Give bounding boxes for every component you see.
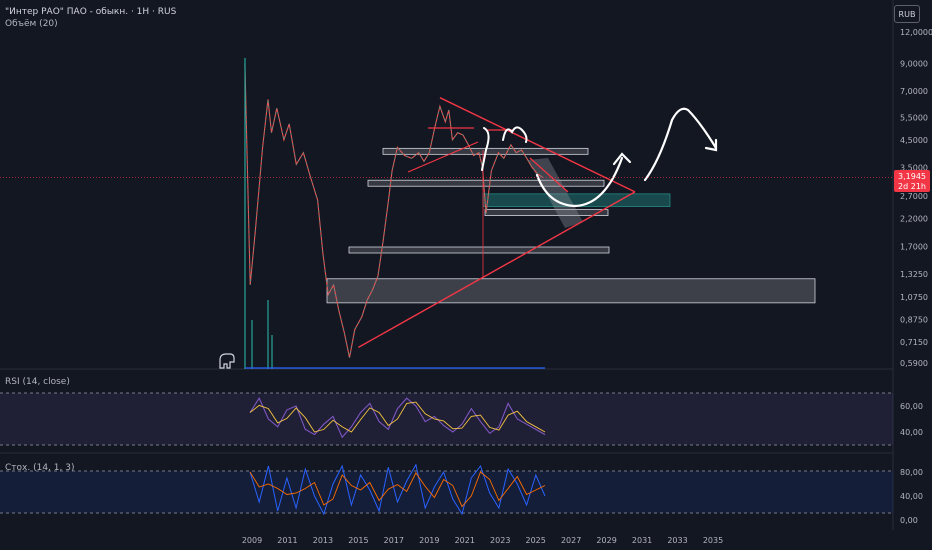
current-price: 3,1945 bbox=[898, 172, 926, 181]
rsi-ma-line bbox=[249, 401, 546, 433]
price-tick-label: 0,8750 bbox=[900, 316, 928, 325]
lower-trendline bbox=[358, 191, 636, 349]
price-tick-label: 12,0000 bbox=[900, 28, 932, 37]
chart-legend: "Интер РАО" ПАО - обыкн. · 1Н · RUS Объё… bbox=[5, 6, 176, 30]
stoch-k-line bbox=[249, 463, 546, 516]
price-tick-label: 1,3250 bbox=[900, 270, 928, 279]
symbol-title[interactable]: "Интер РАО" ПАО - обыкн. · 1Н · RUS bbox=[5, 7, 177, 17]
upper-trendline bbox=[439, 97, 636, 193]
dino-logo-icon bbox=[219, 353, 235, 369]
price-tick-label: 0,7150 bbox=[900, 338, 928, 347]
time-tick-label: 2015 bbox=[348, 536, 368, 545]
hand-drawn-projection-curve bbox=[535, 152, 632, 208]
price-tick-label: 0,5900 bbox=[900, 359, 928, 368]
stoch-tick-label: 80,00 bbox=[900, 468, 923, 477]
price-tick-label: 1,0750 bbox=[900, 293, 928, 302]
stoch-band bbox=[0, 471, 893, 513]
projection-channel bbox=[528, 158, 583, 228]
time-tick-label: 2025 bbox=[526, 536, 546, 545]
current-price-marker bbox=[894, 170, 930, 192]
time-tick-label: 2019 bbox=[419, 536, 439, 545]
time-tick-label: 2033 bbox=[667, 536, 687, 545]
time-tick-label: 2029 bbox=[596, 536, 616, 545]
bar-countdown: 2d 21h bbox=[898, 182, 926, 191]
price-tick-label: 2,7000 bbox=[900, 192, 928, 201]
currency-button[interactable]: RUB bbox=[894, 5, 920, 23]
descending-segment bbox=[529, 157, 569, 193]
stoch-tick-label: 40,00 bbox=[900, 492, 923, 501]
time-tick-label: 2031 bbox=[632, 536, 652, 545]
rsi-tick-label: 40,00 bbox=[900, 428, 923, 437]
current-price-tag[interactable]: 3,1945 2d 21h bbox=[894, 170, 930, 192]
hand-drawn-wave bbox=[502, 126, 528, 143]
time-tick-label: 2009 bbox=[242, 536, 262, 545]
rsi-indicator-label[interactable]: RSI (14, close) bbox=[5, 377, 70, 387]
stoch-d-line bbox=[249, 471, 546, 508]
time-tick-label: 2017 bbox=[384, 536, 404, 545]
rsi-tick-label: 60,00 bbox=[900, 402, 923, 411]
time-tick-label: 2011 bbox=[277, 536, 297, 545]
volume-indicator-label[interactable]: Объём (20) bbox=[5, 19, 58, 29]
price-tick-label: 7,0000 bbox=[900, 87, 928, 96]
horizontal-level-box bbox=[367, 179, 605, 187]
short-trendline bbox=[407, 141, 479, 173]
stochastic-indicator-label[interactable]: Стох. (14, 1, 3) bbox=[5, 463, 75, 473]
stoch-tick-label: 0,00 bbox=[900, 516, 918, 525]
time-tick-label: 2023 bbox=[490, 536, 510, 545]
time-tick-label: 2027 bbox=[561, 536, 581, 545]
green-zone-box bbox=[482, 193, 671, 207]
time-tick-label: 2021 bbox=[455, 536, 475, 545]
rsi-band bbox=[0, 393, 893, 445]
horizontal-level-box bbox=[484, 209, 609, 216]
support-zone-box bbox=[326, 278, 816, 304]
time-tick-label: 2035 bbox=[703, 536, 723, 545]
hand-drawn-arrow bbox=[481, 127, 490, 171]
price-tick-label: 4,5000 bbox=[900, 136, 928, 145]
price-tick-label: 3,5000 bbox=[900, 163, 928, 172]
price-tick-label: 2,2000 bbox=[900, 214, 928, 223]
price-tick-label: 9,0000 bbox=[900, 60, 928, 69]
price-tick-label: 1,7000 bbox=[900, 243, 928, 252]
price-line-overlay bbox=[244, 63, 543, 358]
price-tick-label: 5,5000 bbox=[900, 114, 928, 123]
time-tick-label: 2013 bbox=[313, 536, 333, 545]
hand-drawn-target-arrow bbox=[643, 107, 718, 182]
horizontal-level-box bbox=[348, 246, 610, 254]
